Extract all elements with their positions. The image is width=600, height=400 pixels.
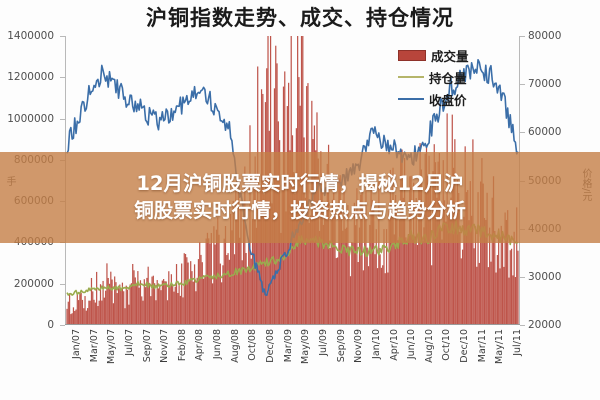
x-tick: Jul/11 <box>512 329 523 356</box>
x-tick: Jul/07 <box>123 329 135 356</box>
x-tick: Feb/08 <box>176 329 188 362</box>
y-tick-left: 200000 <box>13 277 54 290</box>
x-axis-ticks: Jan/07 Mar/07 May/07 Jul/07 Sep/07 Nov/07 Feb/… <box>65 329 523 399</box>
legend-item-close-price: 收盘价 <box>398 88 469 110</box>
x-tick: May/11 <box>494 329 506 364</box>
chart-title: 沪铜指数走势、成交、持仓情况 <box>146 6 454 30</box>
x-tick: Aug/10 <box>423 329 435 363</box>
legend-label-close-price: 收盘价 <box>429 92 467 108</box>
x-tick: Mar/11 <box>476 329 488 363</box>
y-tick-right: 80000 <box>528 30 562 42</box>
y-tick-left: 1400000 <box>7 30 54 42</box>
y-tick-right: 70000 <box>528 78 562 91</box>
x-tick: May/07 <box>106 329 118 364</box>
x-tick: Nov/07 <box>159 329 171 363</box>
overlay-banner: 12月沪铜股票实时行情，揭秘12月沪 铜股票实时行情，投资热点与趋势分析 <box>0 152 600 243</box>
x-tick: Jun/10 <box>406 329 418 360</box>
y-tick-right: 30000 <box>528 270 562 283</box>
legend-swatch-close-price-icon <box>398 98 424 100</box>
legend-label-open-interest: 持仓量 <box>429 70 467 86</box>
x-tick: Jan/07 <box>71 329 82 359</box>
overlay-banner-line-1: 12月沪铜股票实时行情，揭秘12月沪 <box>136 172 464 195</box>
y-tick-left: 1200000 <box>7 71 54 84</box>
x-tick: Jan/10 <box>370 329 382 359</box>
x-tick: Jul/09 <box>317 329 329 356</box>
legend-swatch-volume-icon <box>398 49 426 61</box>
chart-legend: 成交量 持仓量 收盘价 <box>398 44 469 110</box>
x-tick: Apr/10 <box>388 329 400 361</box>
legend-label-volume: 成交量 <box>431 48 469 64</box>
x-tick: Dec/08 <box>265 329 277 363</box>
x-tick: Dec/10 <box>459 329 471 363</box>
y-tick-left: 0 <box>47 319 54 331</box>
x-tick: Jun/08 <box>212 329 224 360</box>
legend-item-open-interest: 持仓量 <box>398 66 469 88</box>
x-tick: Oct/10 <box>441 329 453 361</box>
x-axis-line <box>65 324 520 325</box>
x-tick: Nov/09 <box>353 329 365 363</box>
y-tick-right: 60000 <box>528 126 562 139</box>
x-tick: Sep/07 <box>141 329 153 363</box>
x-tick: Sep/09 <box>335 329 347 363</box>
y-tick-right: 20000 <box>528 319 562 331</box>
overlay-banner-line-2: 铜股票实时行情，投资热点与趋势分析 <box>134 199 466 222</box>
x-tick: Apr/08 <box>194 329 206 361</box>
y-tick-left: 1000000 <box>7 112 54 125</box>
x-tick: May/09 <box>300 329 312 364</box>
x-tick: Mar/07 <box>88 329 100 363</box>
x-tick: Aug/08 <box>229 329 241 363</box>
legend-swatch-open-interest-icon <box>398 76 424 78</box>
legend-item-volume: 成交量 <box>398 44 469 66</box>
x-tick: Mar/09 <box>282 329 294 363</box>
x-tick: Oct/08 <box>247 329 259 361</box>
